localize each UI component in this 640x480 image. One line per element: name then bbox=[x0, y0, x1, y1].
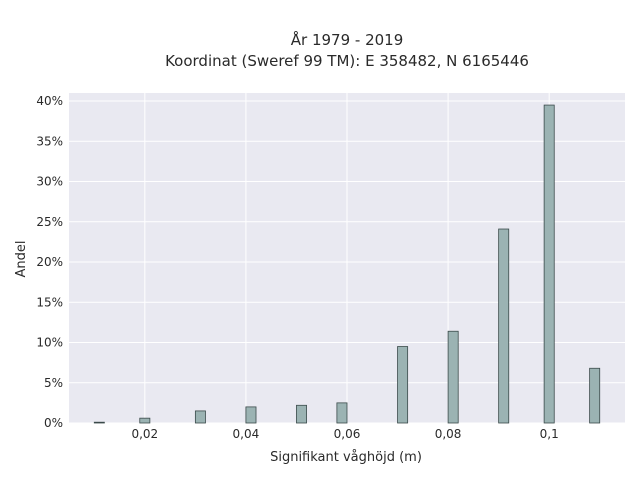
bars bbox=[93, 104, 601, 424]
x-axis-label: Signifikant våghöjd (m) bbox=[270, 450, 422, 465]
x-axis-ticks: 0,02 0,04 0,06 0,08 0,1 bbox=[131, 427, 558, 441]
x-tick-label: 0,08 bbox=[435, 427, 462, 441]
grid-lines bbox=[69, 93, 625, 424]
histogram-bar bbox=[194, 410, 206, 424]
histogram-bar bbox=[139, 417, 151, 424]
histogram-bar bbox=[93, 421, 105, 424]
y-tick-label: 15% bbox=[36, 295, 63, 309]
x-tick-label: 0,06 bbox=[334, 427, 361, 441]
y-axis-label: Andel bbox=[14, 241, 29, 278]
y-tick-label: 20% bbox=[36, 255, 63, 269]
x-tick-label: 0,04 bbox=[233, 427, 260, 441]
chart-title-line-2: Koordinat (Sweref 99 TM): E 358482, N 61… bbox=[165, 52, 529, 70]
histogram-bar bbox=[296, 404, 307, 424]
chart-title-line-1: År 1979 - 2019 bbox=[291, 30, 404, 49]
x-tick-label: 0,1 bbox=[540, 427, 559, 441]
histogram-bar bbox=[397, 346, 409, 424]
y-tick-label: 5% bbox=[44, 376, 63, 390]
y-tick-label: 10% bbox=[36, 336, 63, 350]
histogram-bar bbox=[543, 104, 555, 424]
y-axis-ticks: 0% 5% 10% 15% 20% 25% 30% 35% 40% bbox=[36, 94, 63, 430]
y-tick-label: 30% bbox=[36, 175, 63, 189]
histogram-bar bbox=[589, 367, 601, 424]
y-tick-label: 35% bbox=[36, 134, 63, 148]
x-tick-label: 0,02 bbox=[131, 427, 158, 441]
y-tick-label: 40% bbox=[36, 94, 63, 108]
histogram-bar bbox=[498, 228, 510, 424]
histogram-bar bbox=[336, 402, 348, 424]
histogram-bar bbox=[447, 330, 459, 424]
y-tick-label: 25% bbox=[36, 215, 63, 229]
histogram-bar bbox=[245, 406, 257, 424]
y-tick-label: 0% bbox=[44, 416, 63, 430]
